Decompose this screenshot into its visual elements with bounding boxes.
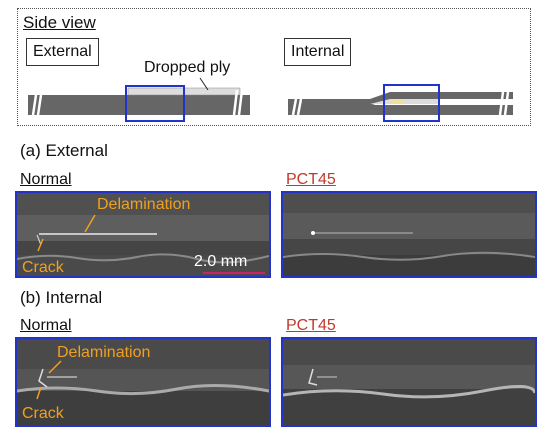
side-view-frame — [17, 8, 531, 126]
internal-highlight-box — [383, 84, 440, 122]
internal-label-box: Internal — [284, 38, 352, 66]
external-laminate — [28, 95, 250, 115]
internal-break-left — [291, 98, 303, 116]
section-a-crack-label: Crack — [22, 259, 64, 276]
section-b-delamination-label: Delamination — [57, 344, 151, 361]
section-b-heading: (b) Internal — [20, 288, 103, 307]
external-break-right — [232, 89, 244, 116]
scale-bar-label: 2.0 mm — [194, 253, 248, 270]
side-view-diagram — [28, 77, 513, 122]
internal-upper-laminate — [288, 92, 513, 105]
section-a-normal-label: Normal — [20, 171, 72, 188]
section-b-normal-image — [15, 337, 271, 427]
section-a-delamination-label: Delamination — [97, 196, 191, 213]
section-b-crack-label: Crack — [22, 405, 64, 422]
dropped-ply-leader — [199, 77, 209, 91]
external-label-box: External — [26, 38, 99, 66]
side-view-title: Side view — [23, 13, 96, 32]
external-label: External — [33, 43, 92, 60]
internal-label: Internal — [291, 43, 345, 60]
section-b-pct-label: PCT45 — [286, 317, 336, 334]
internal-lower-laminate — [288, 105, 513, 115]
external-highlight-box — [125, 85, 185, 122]
external-break-left — [31, 94, 43, 116]
section-b-pct-image — [281, 337, 537, 427]
section-a-normal-image — [15, 191, 271, 278]
section-b-normal-label: Normal — [20, 317, 72, 334]
dropped-ply-label: Dropped ply — [144, 59, 231, 76]
section-a-heading: (a) External — [20, 141, 108, 160]
internal-break-right — [498, 91, 510, 116]
section-a-pct-label: PCT45 — [286, 171, 336, 188]
internal-dropped-ply — [370, 99, 440, 104]
section-a-pct-image — [281, 191, 537, 278]
internal-resin-pocket — [388, 99, 404, 104]
